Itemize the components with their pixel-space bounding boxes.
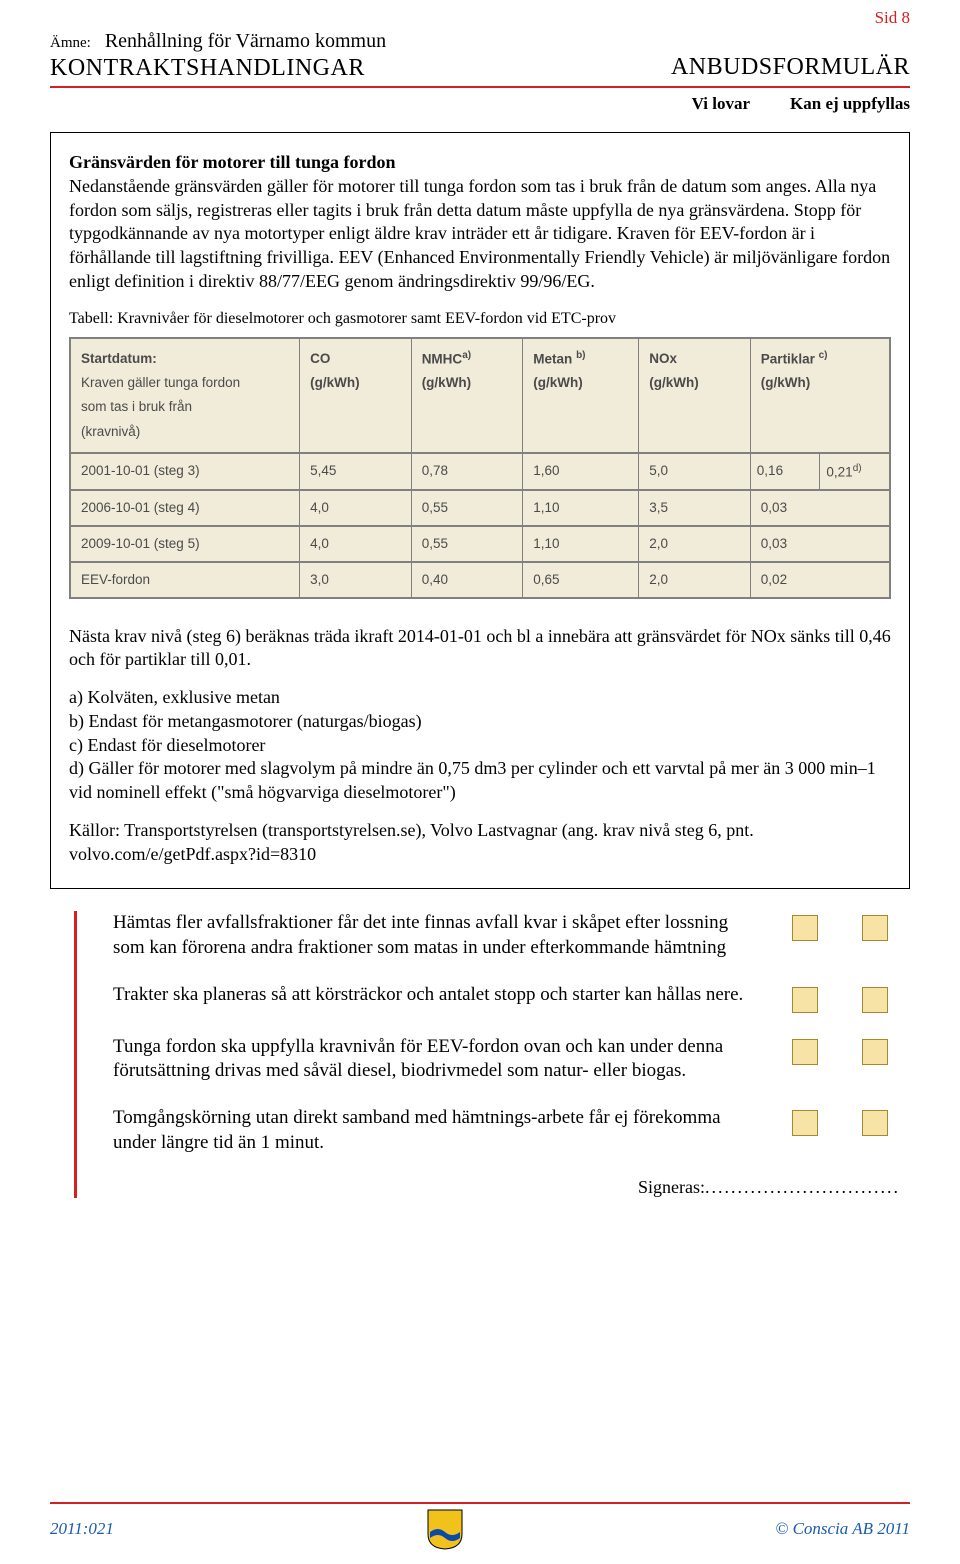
requirement-row: Hämtas fler avfallsfraktioner får det in… — [97, 911, 910, 960]
requirement-text: Tomgångskörning utan direkt samband med … — [97, 1106, 770, 1155]
checkbox-reject[interactable] — [862, 915, 888, 941]
requirement-row: Trakter ska planeras så att körsträckor … — [97, 983, 910, 1013]
header: Ämne: Renhållning för Värnamo kommun KON… — [50, 30, 910, 82]
note-b: b) Endast för metangasmotorer (naturgas/… — [69, 710, 891, 734]
header-rule — [50, 86, 910, 88]
checkbox-reject[interactable] — [862, 1110, 888, 1136]
checkbox-accept[interactable] — [792, 1039, 818, 1065]
table-row: 2001-10-01 (steg 3) 5,45 0,78 1,60 5,0 0… — [70, 453, 890, 490]
sources: Källor: Transportstyrelsen (transportsty… — [69, 819, 891, 867]
th-co: CO (g/kWh) — [300, 338, 412, 453]
th-startdatum: Startdatum: Kraven gäller tunga fordon s… — [70, 338, 300, 453]
post-paragraph-1: Nästa krav nivå (steg 6) beräknas träda … — [69, 625, 891, 673]
footer-right: © Conscia AB 2011 — [775, 1519, 910, 1539]
footer-rule — [50, 1502, 910, 1504]
requirement-text: Tunga fordon ska uppfylla kravnivån för … — [97, 1035, 770, 1084]
signature-line: Signeras:.............................. — [97, 1177, 910, 1198]
requirement-row: Tomgångskörning utan direkt samband med … — [97, 1106, 910, 1155]
note-d: d) Gäller för motorer med slagvolym på m… — [69, 757, 891, 805]
vertical-divider — [74, 911, 77, 1198]
requirement-text: Hämtas fler avfallsfraktioner får det in… — [97, 911, 770, 960]
table-row: 2006-10-01 (steg 4) 4,0 0,55 1,10 3,5 0,… — [70, 490, 890, 526]
checkbox-accept[interactable] — [792, 915, 818, 941]
th-partiklar: Partiklar c) (g/kWh) — [750, 338, 890, 453]
requirement-row: Tunga fordon ska uppfylla kravnivån för … — [97, 1035, 910, 1084]
formular-label: ANBUDSFORMULÄR — [671, 54, 910, 81]
commitment-headers: Vi lovar Kan ej uppfyllas — [50, 94, 910, 114]
checkbox-accept[interactable] — [792, 987, 818, 1013]
subject-text: Renhållning för Värnamo kommun — [105, 30, 386, 52]
requirement-text: Trakter ska planeras så att körsträckor … — [97, 983, 770, 1008]
requirements-block: Hämtas fler avfallsfraktioner får det in… — [50, 911, 910, 1198]
th-metan: Metan b) (g/kWh) — [523, 338, 639, 453]
subject-label: Ämne: — [50, 35, 91, 52]
th-nmhc: NMHCa) (g/kWh) — [411, 338, 523, 453]
table-caption: Tabell: Kravnivåer för dieselmotorer och… — [69, 308, 891, 329]
note-c: c) Endast för dieselmotorer — [69, 734, 891, 758]
footer: 2011:021 © Conscia AB 2011 — [50, 1502, 910, 1550]
page-number: Sid 8 — [875, 8, 910, 28]
section-title: Gränsvärden för motorer till tunga fordo… — [69, 151, 891, 175]
doc-title: KONTRAKTSHANDLINGAR — [50, 55, 671, 82]
th-nox: NOx (g/kWh) — [639, 338, 751, 453]
checkbox-reject[interactable] — [862, 1039, 888, 1065]
table-row: 2009-10-01 (steg 5) 4,0 0,55 1,10 2,0 0,… — [70, 526, 890, 562]
checkbox-reject[interactable] — [862, 987, 888, 1013]
footer-left: 2011:021 — [50, 1519, 114, 1539]
commit-right: Kan ej uppfyllas — [790, 94, 910, 114]
commit-left: Vi lovar — [692, 94, 750, 114]
shield-icon — [426, 1508, 464, 1550]
emissions-table: Startdatum: Kraven gäller tunga fordon s… — [69, 337, 891, 599]
table-row: EEV-fordon 3,0 0,40 0,65 2,0 0,02 — [70, 562, 890, 598]
checkbox-accept[interactable] — [792, 1110, 818, 1136]
note-a: a) Kolväten, exklusive metan — [69, 686, 891, 710]
intro-paragraph: Nedanstående gränsvärden gäller för moto… — [69, 175, 891, 294]
info-box: Gränsvärden för motorer till tunga fordo… — [50, 132, 910, 889]
